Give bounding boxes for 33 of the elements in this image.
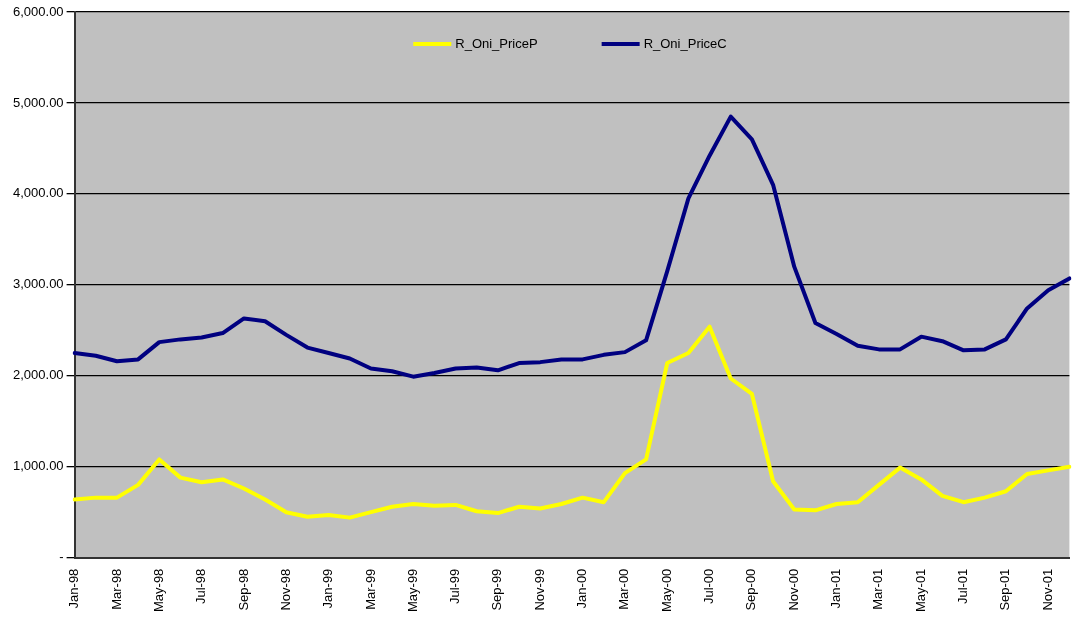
x-tick-label: May-00 [658,568,674,613]
x-tick-label: May-99 [404,568,420,613]
x-tick-label: Mar-99 [362,568,378,610]
x-tick-label: Mar-01 [870,568,886,610]
x-tick-label: Jan-00 [574,568,590,609]
y-tick-label: - [59,549,64,565]
x-tick-label: Sep-99 [489,568,505,611]
y-tick-label: 6,000.00 [12,3,64,19]
x-tick-label: Jan-01 [828,568,844,609]
x-tick-label: Mar-98 [108,568,124,610]
x-tick-label: Nov-98 [277,568,293,611]
y-tick-label: 5,000.00 [12,94,64,110]
x-tick-label: Jul-99 [447,568,463,605]
x-tick-label: Sep-01 [997,568,1013,611]
x-tick-label: Mar-00 [616,568,632,610]
y-tick-label: 4,000.00 [12,185,64,201]
x-tick-label: May-01 [912,568,928,613]
y-tick-label: 3,000.00 [12,276,64,292]
y-tick-label: 1,000.00 [12,458,64,474]
x-tick-label: Nov-00 [785,568,801,611]
x-tick-label: Jul-01 [955,568,971,605]
x-tick-label: Jul-98 [193,568,209,605]
x-tick-label: Jan-98 [66,568,82,609]
x-tick-label: Jul-00 [701,568,717,605]
x-tick-label: Nov-99 [531,568,547,611]
y-tick-label: 2,000.00 [12,367,64,383]
legend-label: R_Oni_PriceP [455,35,538,51]
x-tick-label: Jan-99 [320,568,336,609]
legend-label: R_Oni_PriceC [643,35,727,51]
x-tick-label: Sep-00 [743,568,759,611]
x-tick-label: May-98 [150,568,166,613]
x-tick-label: Nov-01 [1039,568,1055,611]
x-tick-label: Sep-98 [235,568,251,611]
